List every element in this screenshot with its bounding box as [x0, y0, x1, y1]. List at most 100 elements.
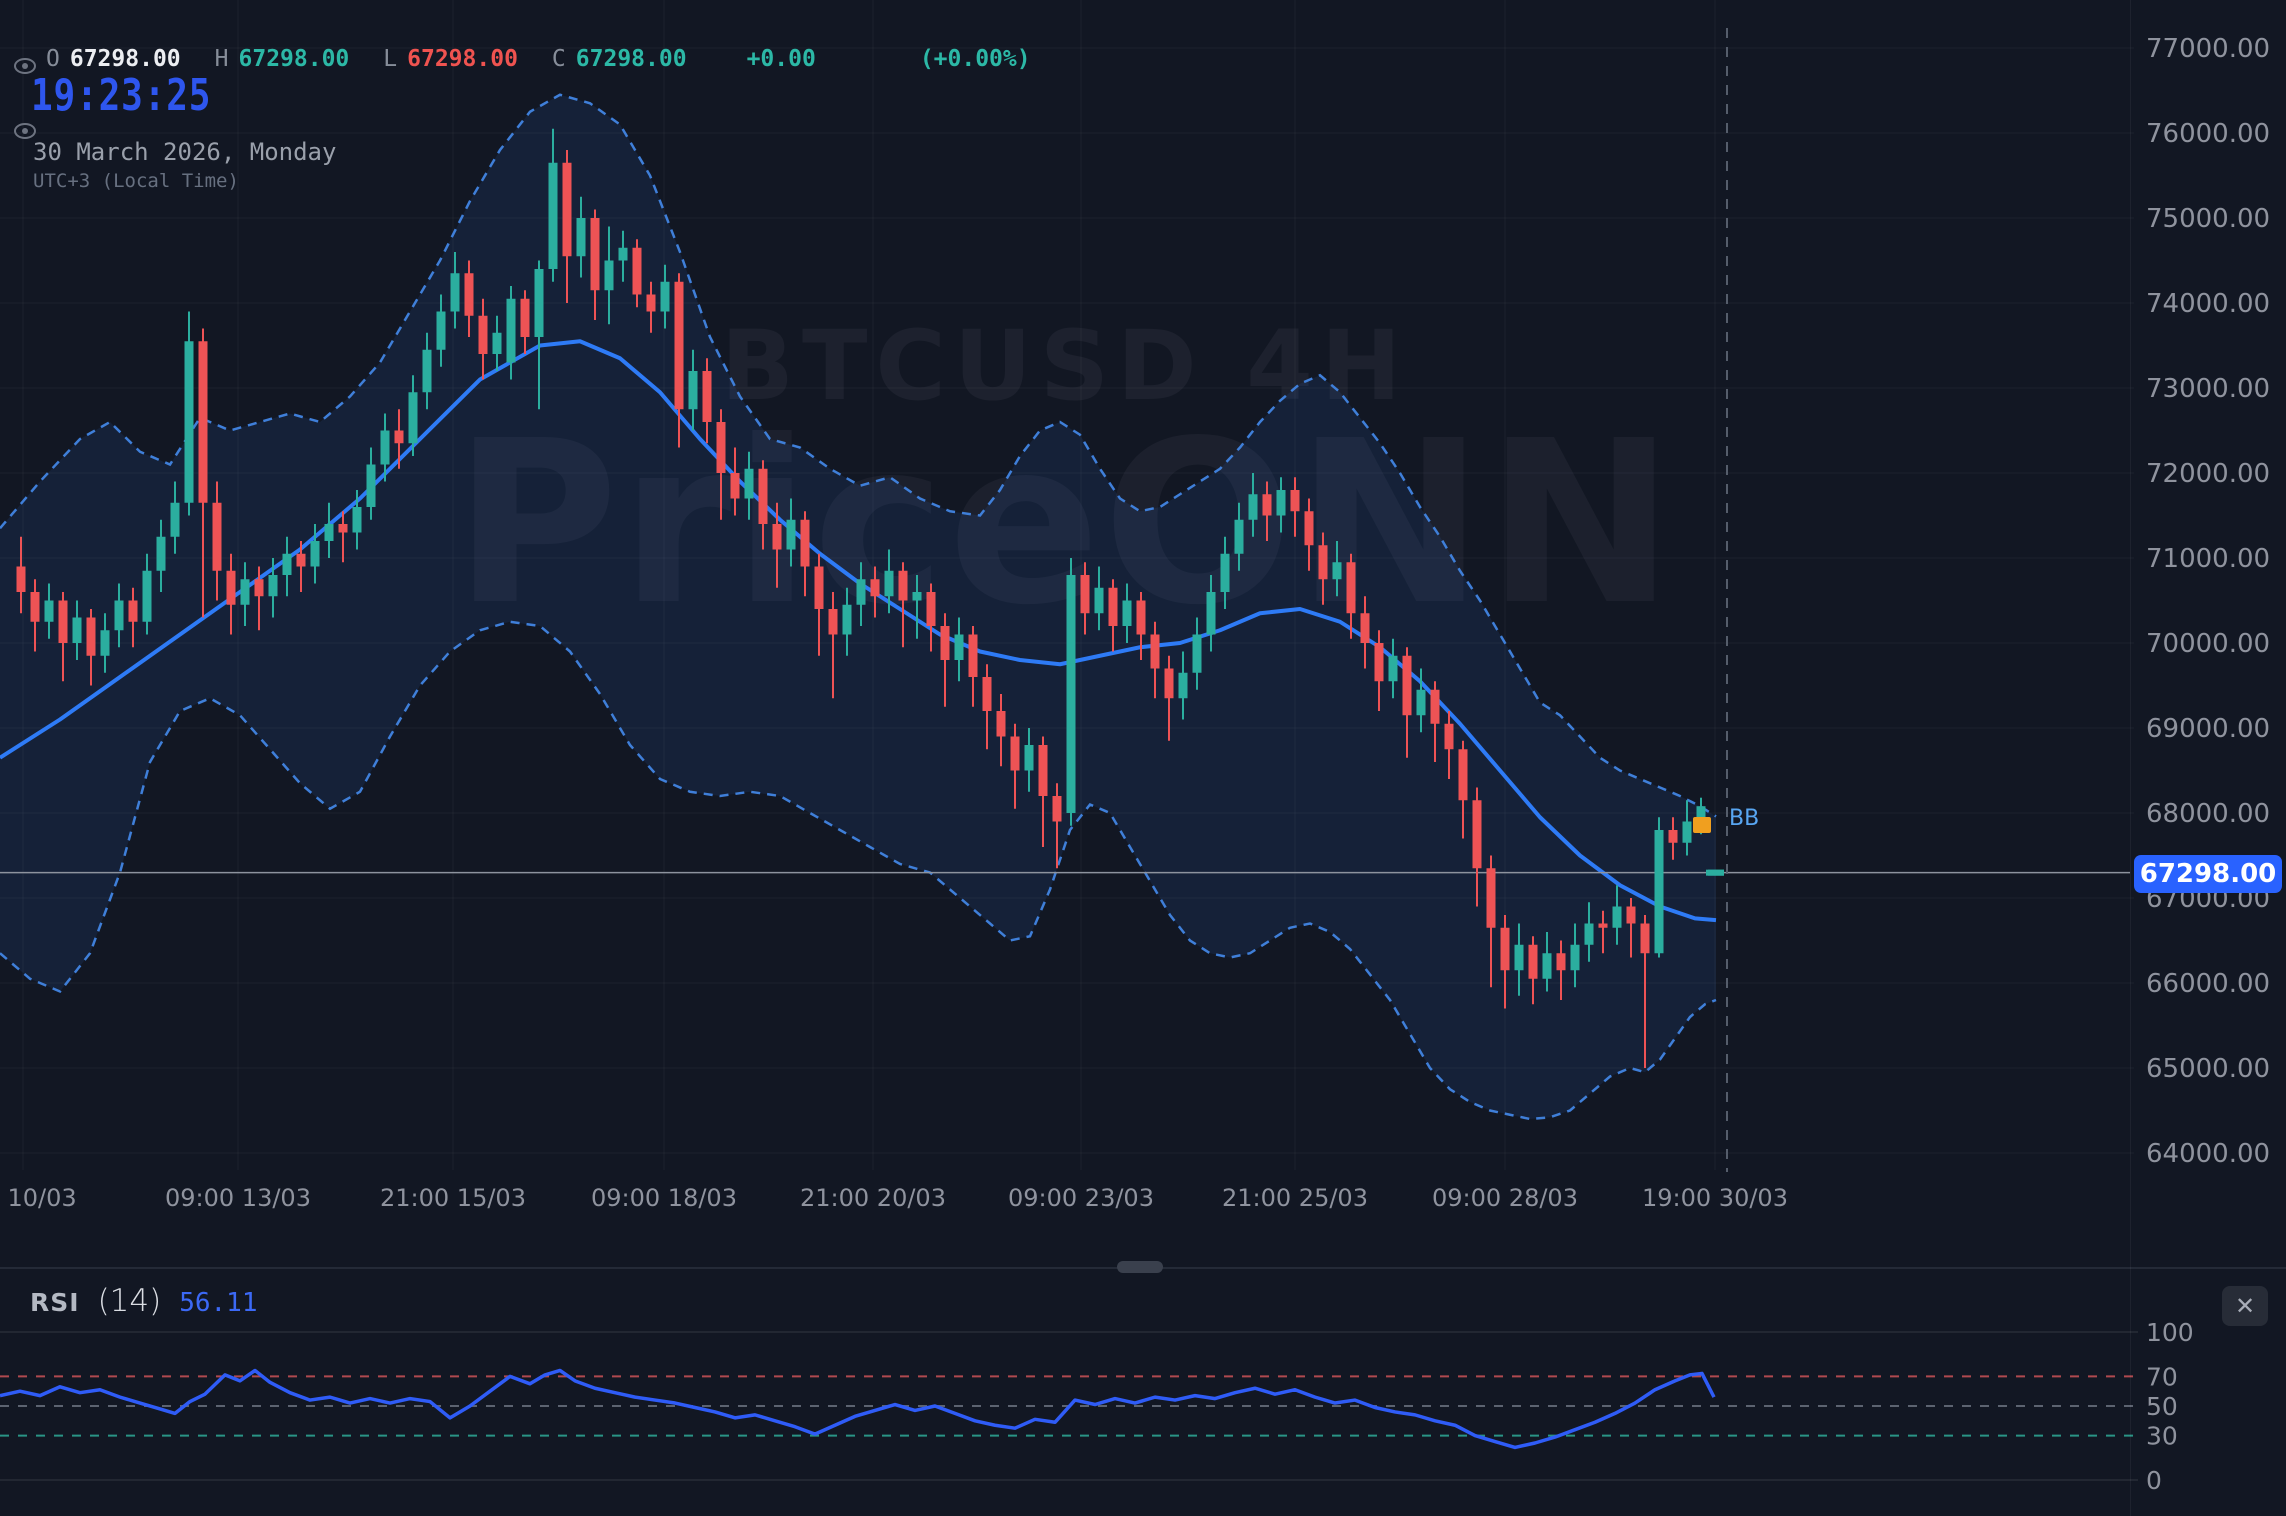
candle-body-down	[1640, 923, 1650, 954]
price-axis-label[interactable]: 73000.00	[2146, 374, 2270, 404]
candle-body-down	[828, 609, 838, 635]
candle-body-down	[1038, 745, 1048, 796]
candle-body-up	[744, 468, 754, 499]
price-axis-label[interactable]: 75000.00	[2146, 204, 2270, 234]
ohlc-low: L 67298.00	[383, 46, 518, 72]
candle-body-down	[926, 592, 936, 626]
candle-body-up	[44, 600, 54, 622]
candle-body-down	[1150, 634, 1160, 669]
time-axis-label[interactable]: 00 10/03	[0, 1184, 77, 1212]
rsi-period: (14)	[97, 1283, 162, 1319]
rsi-close-button[interactable]: ✕	[2222, 1286, 2268, 1326]
candle-body-down	[968, 634, 978, 677]
candle-body-down	[1164, 668, 1174, 699]
low-label: L	[383, 46, 398, 72]
candle-body-up	[240, 579, 250, 605]
rsi-axis-label[interactable]: 50	[2146, 1392, 2178, 1421]
rsi-value: 56.11	[179, 1288, 258, 1318]
candle-body-up	[1276, 490, 1286, 516]
price-axis-label[interactable]: 69000.00	[2146, 714, 2270, 744]
candle-body-down	[814, 566, 824, 609]
candle-body-up	[1332, 562, 1342, 580]
candle-body-down	[982, 677, 992, 711]
price-axis-label[interactable]: 72000.00	[2146, 459, 2270, 489]
candle-body-down	[562, 162, 572, 257]
bb-signal-marker	[1693, 817, 1711, 833]
price-axis-label[interactable]: 76000.00	[2146, 119, 2270, 149]
close-label: C	[551, 46, 566, 72]
rsi-axis-label[interactable]: 0	[2146, 1466, 2162, 1495]
candle-body-down	[478, 315, 488, 354]
candle-body-down	[1052, 796, 1062, 822]
time-axis-label[interactable]: 21:00 20/03	[800, 1184, 946, 1212]
candle-body-down	[1010, 736, 1020, 771]
price-axis-label[interactable]: 68000.00	[2146, 799, 2270, 829]
candle-body-down	[1360, 613, 1370, 643]
candle-body-down	[1668, 830, 1678, 843]
candle-body-up	[1514, 944, 1524, 971]
pane-resize-handle[interactable]	[1117, 1261, 1163, 1273]
candle-body-up	[100, 630, 110, 656]
eye-icon[interactable]	[13, 122, 37, 140]
candle-body-down	[212, 502, 222, 571]
candle-body-up	[1066, 575, 1076, 813]
ohlc-high: H 67298.00	[215, 46, 350, 72]
open-value: 67298.00	[69, 46, 181, 72]
bollinger-band-label: BB	[1729, 806, 1760, 831]
candle-body-down	[800, 519, 810, 567]
candle-body-up	[1024, 745, 1034, 771]
candle-body-down	[716, 422, 726, 473]
rsi-line	[0, 1368, 1716, 1450]
price-axis-label[interactable]: 64000.00	[2146, 1139, 2270, 1169]
rsi-header: RSI (14) 56.11	[30, 1283, 257, 1319]
candle-body-down	[632, 247, 642, 295]
candle-body-up	[422, 349, 432, 393]
time-axis-label[interactable]: 09:00 28/03	[1432, 1184, 1578, 1212]
price-axis-label[interactable]: 77000.00	[2146, 34, 2270, 64]
candle-body-down	[1080, 575, 1090, 614]
candle-body-down	[1472, 800, 1482, 869]
time-axis-label[interactable]: 09:00 18/03	[591, 1184, 737, 1212]
candle-body-up	[72, 617, 82, 643]
candle-body-down	[338, 524, 348, 533]
time-axis-label[interactable]: 09:00 23/03	[1008, 1184, 1154, 1212]
candle-body-up	[156, 536, 166, 571]
rsi-axis-label[interactable]: 100	[2146, 1318, 2194, 1347]
change-percent: (+0.00%)	[919, 46, 1031, 72]
candle-body-down	[646, 294, 656, 312]
candle-body-up	[1612, 906, 1622, 928]
candle-body-up	[576, 218, 586, 257]
rsi-axis-label[interactable]: 30	[2146, 1422, 2178, 1451]
candle-body-down	[772, 524, 782, 550]
candle-body-up	[310, 541, 320, 567]
candle-body-up	[548, 162, 558, 269]
candle-body-up	[184, 341, 194, 503]
price-axis-label[interactable]: 74000.00	[2146, 289, 2270, 319]
change-value: +0.00	[746, 46, 816, 72]
candle-body-up	[268, 575, 278, 597]
price-axis-label[interactable]: 70000.00	[2146, 629, 2270, 659]
candle-body-up	[1696, 806, 1706, 822]
time-axis-label[interactable]: 19:00 30/03	[1642, 1184, 1788, 1212]
candle-body-down	[898, 570, 908, 601]
open-label: O	[46, 46, 60, 72]
eye-icon[interactable]	[13, 57, 37, 75]
price-axis-label[interactable]: 66000.00	[2146, 969, 2270, 999]
price-axis-label[interactable]: 65000.00	[2146, 1054, 2270, 1084]
time-axis-label[interactable]: 21:00 15/03	[380, 1184, 526, 1212]
time-axis-label[interactable]: 09:00 13/03	[165, 1184, 311, 1212]
price-axis-label[interactable]: 71000.00	[2146, 544, 2270, 574]
rsi-axis-label[interactable]: 70	[2146, 1362, 2178, 1391]
rsi-title: RSI	[30, 1288, 80, 1317]
candle-body-up	[408, 392, 418, 444]
candle-body-up	[1542, 953, 1552, 979]
candle-body-down	[674, 281, 684, 410]
date-label: 30 March 2026, Monday	[33, 138, 337, 166]
time-axis-label[interactable]: 21:00 25/03	[1222, 1184, 1368, 1212]
candle-body-down	[1304, 511, 1314, 546]
low-value: 67298.00	[407, 46, 518, 72]
close-value: 67298.00	[575, 46, 687, 72]
candle-body-up	[324, 524, 334, 541]
candle-body-up	[1206, 592, 1216, 635]
